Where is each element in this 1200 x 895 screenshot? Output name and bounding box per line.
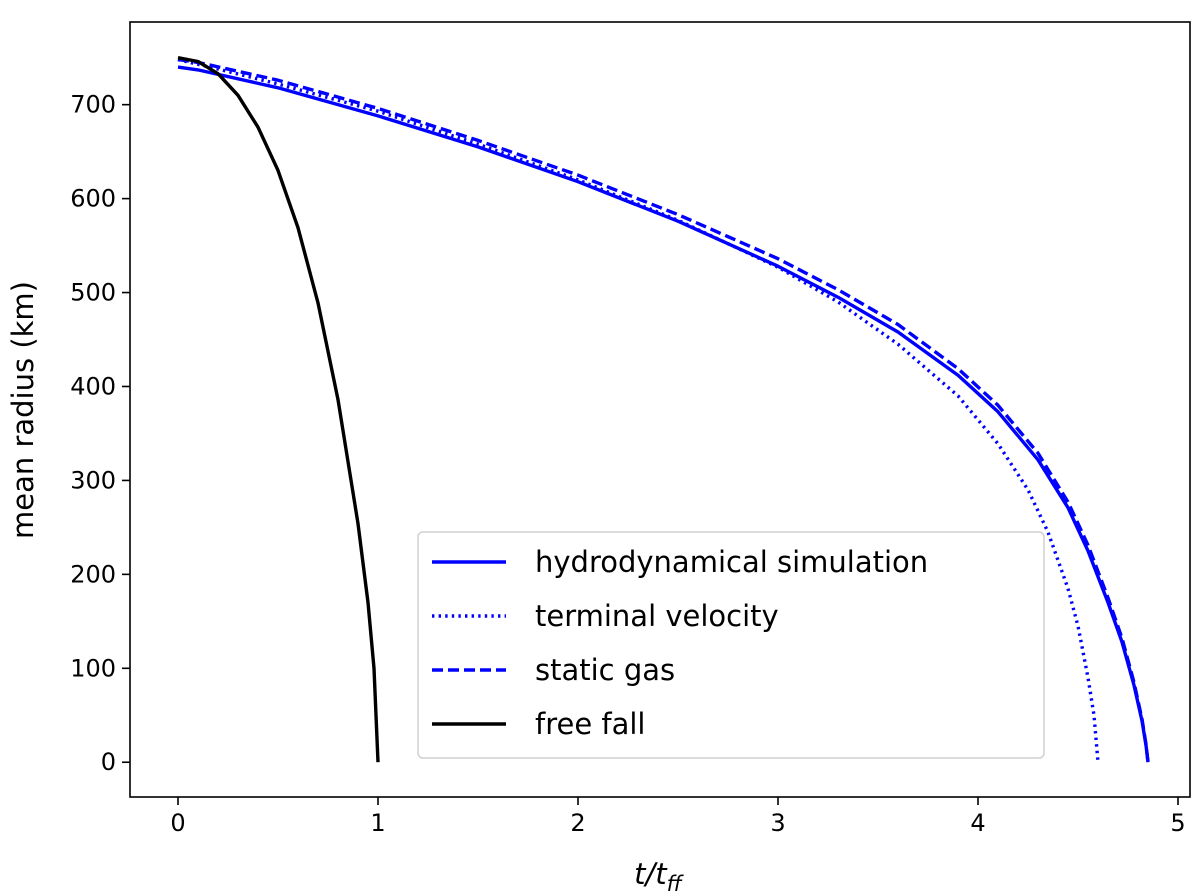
series-line-2 — [177, 57, 1100, 763]
x-tick-label: 0 — [170, 809, 185, 837]
legend: hydrodynamical simulation terminal veloci… — [417, 531, 1045, 759]
series-line-4 — [177, 56, 380, 763]
x-axis-label-subscript: ff — [667, 872, 685, 895]
legend-frame — [417, 531, 1045, 759]
y-axis-label: mean radius (km) — [6, 281, 40, 539]
x-tick-label: 1 — [370, 809, 385, 837]
legend-label-2: terminal velocity — [535, 599, 779, 633]
x-axis: 0 1 2 3 4 5 — [170, 797, 1186, 837]
y-tick-label: 400 — [70, 372, 116, 400]
x-axis-label-main: t/t — [634, 857, 668, 891]
y-tick-label: 200 — [70, 560, 116, 588]
legend-label-4: free fall — [535, 707, 646, 741]
x-tick-label: 5 — [1170, 809, 1185, 837]
y-tick-label: 700 — [70, 91, 116, 119]
y-tick-label: 300 — [70, 466, 116, 494]
y-tick-label: 500 — [70, 279, 116, 307]
x-tick-label: 2 — [570, 809, 585, 837]
y-tick-label: 100 — [70, 654, 116, 682]
plot-marks — [177, 56, 1150, 763]
legend-label-1: hydrodynamical simulation — [535, 545, 928, 579]
plot-frame — [129, 21, 1191, 798]
series-line-3 — [177, 57, 1150, 763]
y-tick-label: 0 — [101, 748, 116, 776]
y-axis: 0 100 200 300 400 500 600 700 — [70, 91, 130, 776]
series-line-1 — [177, 65, 1150, 763]
x-tick-label: 4 — [970, 809, 985, 837]
y-tick-label: 600 — [70, 185, 116, 213]
legend-label-3: static gas — [535, 653, 675, 687]
x-axis-label: t/tff — [634, 857, 685, 895]
x-tick-label: 3 — [770, 809, 785, 837]
